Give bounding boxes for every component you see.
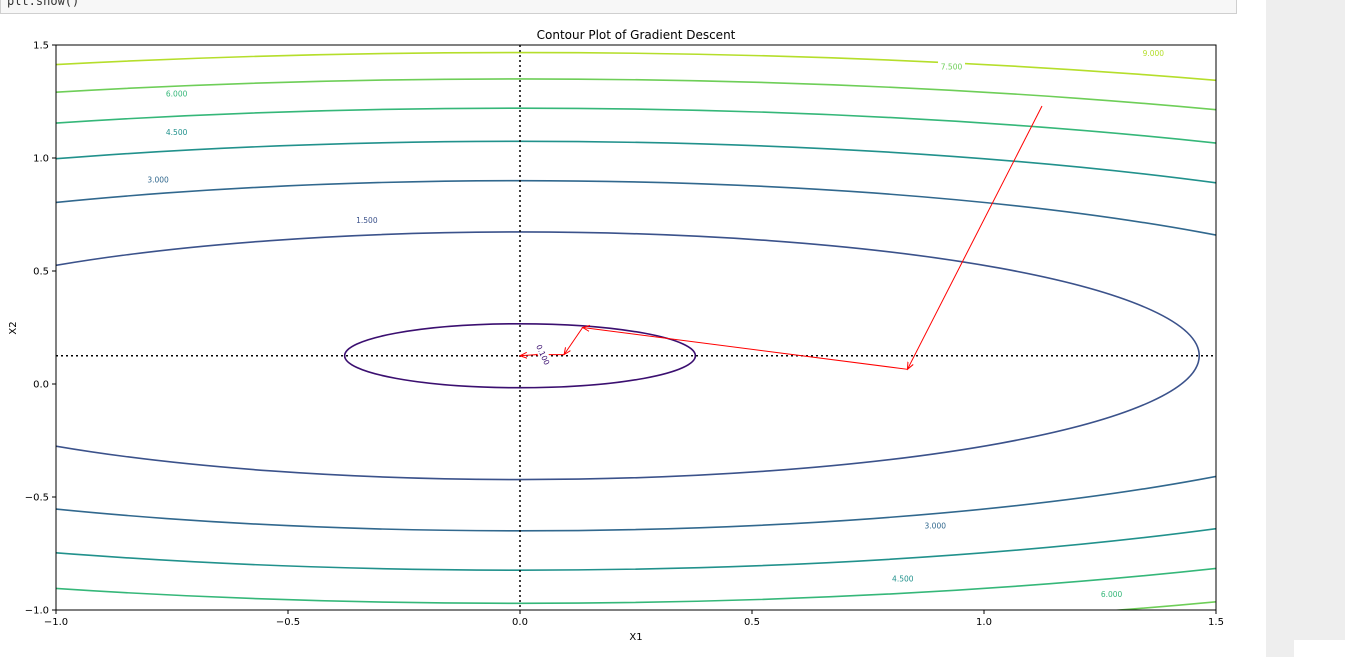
contour-label-group: 4.500	[163, 127, 191, 138]
contour-label-bg	[532, 340, 554, 369]
panel-corner	[1294, 640, 1345, 657]
contour-labels: 1.500 3.000 4.500 6.000 3.000 4.500 6.000 7.500…	[144, 47, 1167, 600]
contour-label-group: 9.000	[1139, 47, 1167, 58]
gd-step-arrow	[520, 355, 537, 356]
contour-label: 4.500	[892, 574, 914, 583]
contour-label: 3.000	[147, 175, 169, 184]
y-tick-label: −0.5	[25, 493, 49, 504]
gd-step-arrow	[583, 328, 908, 370]
chart-title: Contour Plot of Gradient Descent	[537, 28, 736, 42]
reference-lines	[56, 45, 1216, 610]
contour-label: 9.000	[1143, 49, 1165, 58]
y-tick-label: 1.0	[33, 154, 49, 165]
x-tick-label: 0.0	[512, 617, 528, 628]
contour-label-group: 1.500	[353, 215, 381, 226]
code-cell[interactable]: plt.show()	[0, 0, 1237, 14]
x-ticks: −1.0 −0.5 0.0 0.5 1.0 1.5	[44, 610, 1224, 628]
contour-label-group: 3.000	[144, 174, 172, 185]
x-tick-label: −1.0	[44, 617, 68, 628]
contour-label-bg	[353, 215, 381, 226]
y-axis-label: X2	[8, 321, 19, 334]
x-tick-label: 0.5	[744, 617, 760, 628]
x-tick-label: 1.0	[976, 617, 992, 628]
contour-label-bg	[163, 127, 191, 138]
contour-label: 3.000	[925, 521, 947, 530]
code-text: plt.show()	[7, 0, 80, 8]
x-axis-label: X1	[629, 632, 642, 643]
contour-label-bg	[144, 174, 172, 185]
y-tick-label: 0.0	[33, 380, 49, 391]
y-tick-label: 0.5	[33, 267, 49, 278]
contour-label-bg	[889, 573, 917, 584]
y-ticks: −1.0 −0.5 0.0 0.5 1.0 1.5	[25, 41, 56, 617]
contour-level-6.000	[56, 107, 1216, 605]
contour-label: 1.500	[356, 216, 378, 225]
contour-level-7.500	[56, 78, 1216, 610]
contour-label-bg	[163, 88, 191, 99]
x-tick-label: −0.5	[276, 617, 300, 628]
contour-level-0.100	[343, 322, 697, 389]
contour-chart: Contour Plot of Gradient Descent 1.500 3.…	[8, 28, 1224, 643]
contour-lines	[56, 51, 1216, 610]
contour-level-9.000	[56, 51, 1216, 82]
contour-label-bg	[1098, 589, 1126, 600]
contour-label-bg	[938, 61, 966, 72]
contour-label-group: 3.000	[921, 520, 949, 531]
contour-label: 7.500	[941, 62, 963, 71]
y-tick-label: 1.5	[33, 41, 49, 52]
contour-label-group: 6.000	[1098, 589, 1126, 600]
contour-level-1.500	[56, 231, 1200, 481]
contour-label: 6.000	[1101, 590, 1123, 599]
right-side-panel	[1266, 0, 1345, 657]
contour-label-group: 4.500	[889, 573, 917, 584]
gd-step-arrow	[564, 327, 584, 355]
contour-label-group: 7.500	[938, 61, 966, 72]
gd-step-arrow	[907, 105, 1043, 369]
contour-label-group: 6.000	[163, 88, 191, 99]
contour-label-bg	[921, 520, 949, 531]
x-tick-label: 1.5	[1208, 617, 1224, 628]
gradient-descent-path	[520, 105, 1043, 370]
contour-label: 4.500	[166, 128, 188, 137]
y-tick-label: −1.0	[25, 606, 49, 617]
contour-label: 6.000	[166, 90, 188, 99]
axes-frame	[55, 44, 1217, 611]
contour-label-bg	[1139, 47, 1167, 58]
